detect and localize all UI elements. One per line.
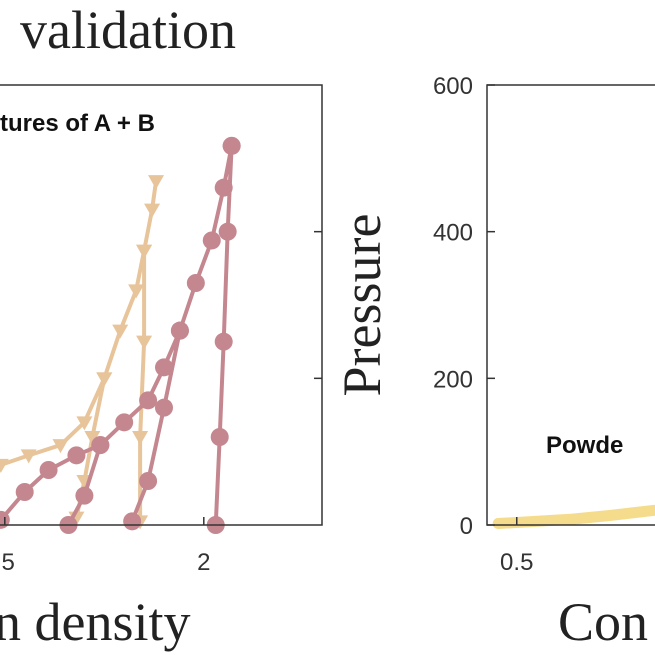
- marker: [214, 178, 233, 197]
- marker: [154, 358, 173, 377]
- marker: [0, 458, 9, 473]
- annotation: tures of A + B: [0, 110, 155, 137]
- marker: [91, 436, 110, 455]
- series-line: [0, 179, 159, 524]
- marker: [139, 472, 158, 490]
- series-line: [0, 143, 234, 527]
- marker: [170, 321, 189, 340]
- marker: [123, 512, 142, 531]
- marker: [154, 398, 173, 417]
- marker: [96, 372, 113, 387]
- marker: [214, 332, 233, 351]
- marker: [136, 244, 153, 259]
- marker: [210, 428, 229, 446]
- y-tick-label: 0: [460, 513, 473, 540]
- y-tick-label: 600: [433, 73, 473, 100]
- marker: [39, 461, 58, 479]
- marker: [132, 431, 149, 445]
- chart-title: validation: [20, 0, 236, 60]
- marker: [115, 413, 134, 432]
- x-axis-label: Con: [558, 592, 648, 652]
- marker: [148, 175, 165, 190]
- y-tick-label: 400: [433, 220, 473, 247]
- marker: [128, 284, 145, 299]
- marker: [20, 449, 37, 464]
- marker: [84, 431, 101, 445]
- marker: [218, 222, 237, 241]
- y-tick-label: 200: [433, 366, 473, 393]
- marker: [75, 486, 94, 505]
- marker: [15, 483, 34, 501]
- series-line: [492, 504, 655, 530]
- x-tick-label: .5: [0, 549, 15, 576]
- marker: [136, 335, 153, 350]
- plot-frame: [0, 84, 323, 526]
- marker: [139, 391, 158, 410]
- marker: [52, 439, 69, 454]
- plot-frame: [486, 84, 655, 526]
- marker: [186, 274, 205, 292]
- x-axis-label: n density: [0, 592, 191, 652]
- x-tick-label: 2: [197, 549, 210, 576]
- marker: [112, 324, 129, 339]
- annotation: Powde: [546, 432, 623, 459]
- marker: [144, 203, 161, 218]
- y-axis-label: Pressure: [332, 214, 392, 397]
- marker: [222, 136, 241, 155]
- marker: [202, 231, 221, 250]
- x-tick-label: 0.5: [500, 549, 533, 576]
- marker: [76, 416, 93, 431]
- marker: [67, 446, 86, 465]
